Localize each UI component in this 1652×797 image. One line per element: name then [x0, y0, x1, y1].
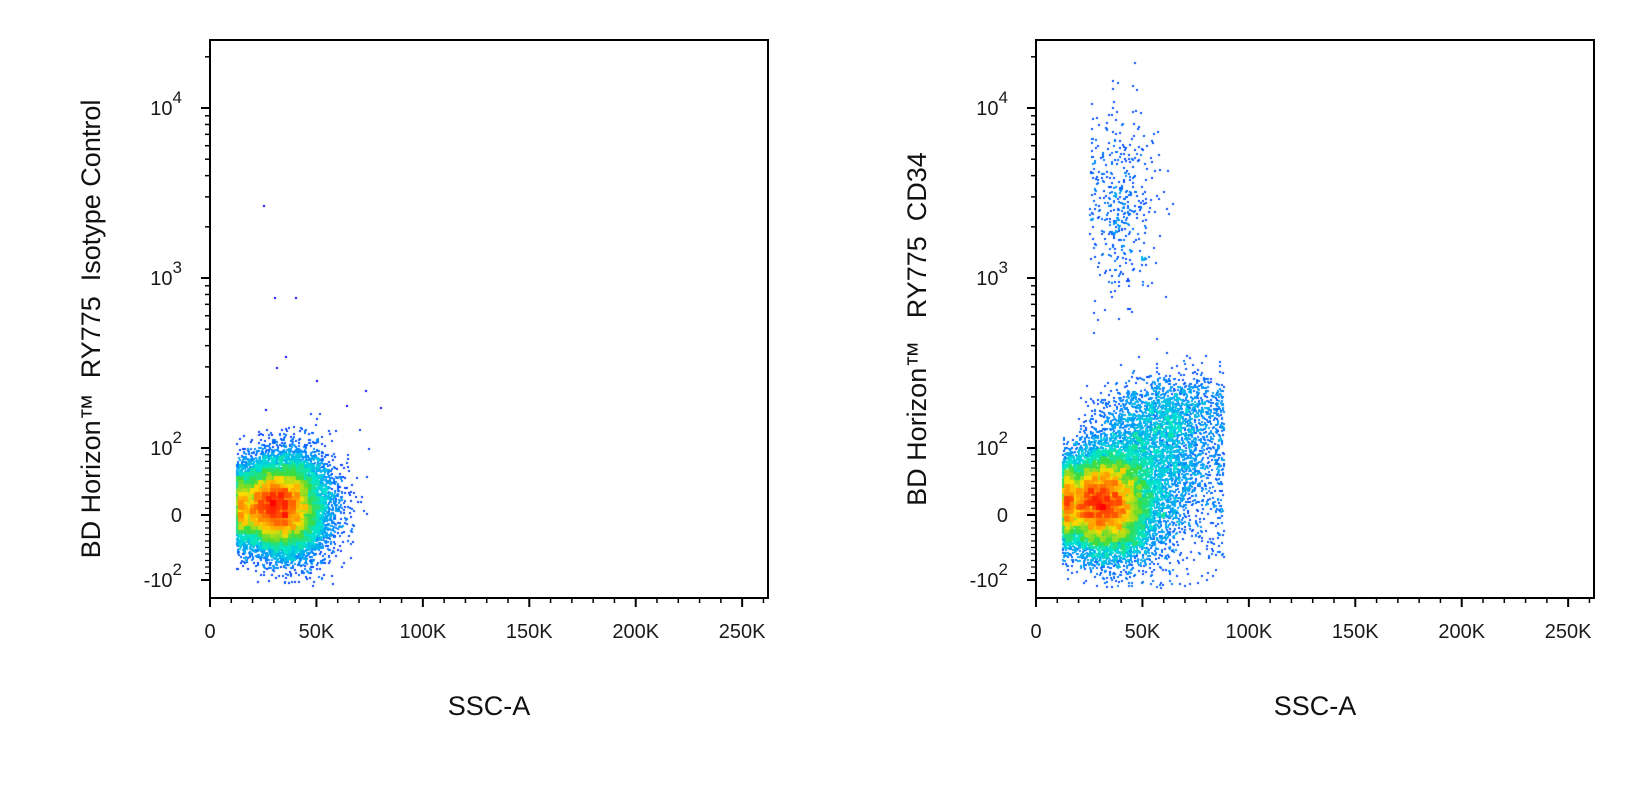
plot-frame	[209, 39, 769, 599]
density-dots	[210, 40, 768, 598]
x-tick-label: 150K	[1332, 621, 1379, 643]
y-tick-label: -102	[970, 560, 1008, 592]
y-tick-label: 0	[997, 505, 1008, 527]
plot-panel-cd34: 0 50K 100K 150K 200K 250K -102 0 102 103 104 SSC-A B…	[826, 0, 1652, 797]
x-tick-label: 100K	[1226, 621, 1273, 643]
x-tick-label: 250K	[1545, 621, 1592, 643]
x-axis-title: SSC-A	[448, 691, 531, 721]
x-tick-label: 0	[1030, 621, 1041, 643]
y-tick-label: 103	[150, 258, 182, 290]
y-tick-label: 102	[150, 428, 182, 460]
plot-panel-isotype-control: 0 50K 100K 150K 200K 250K -102 0 102 103 104 SSC-A B…	[76, 39, 769, 721]
scatter-plot-cd34: 0 50K 100K 150K 200K 250K -102 0 102 103 104 SSC-A B…	[902, 39, 1595, 721]
y-tick-label: 103	[976, 258, 1008, 290]
y-tick-label: 104	[150, 88, 182, 120]
x-tick-label: 50K	[1125, 621, 1161, 643]
x-axis-title: SSC-A	[1274, 691, 1357, 721]
scatter-plot-isotype-control: 0 50K 100K 150K 200K 250K -102 0 102 103 104 SSC-A B…	[76, 39, 769, 721]
plot-frame	[1035, 39, 1595, 599]
x-tick-label: 100K	[400, 621, 447, 643]
y-axis-title: BD Horizon™ RY775 CD34	[902, 152, 932, 506]
y-tick-label: 0	[171, 505, 182, 527]
x-tick-label: 200K	[1438, 621, 1485, 643]
y-tick-label: 102	[976, 428, 1008, 460]
x-tick-label: 200K	[612, 621, 659, 643]
y-axis-title: BD Horizon™ RY775 Isotype Control	[76, 100, 106, 559]
y-tick-label: 104	[976, 88, 1008, 120]
x-tick-label: 250K	[719, 621, 766, 643]
density-dots	[1036, 40, 1594, 598]
y-tick-label: -102	[144, 560, 182, 592]
x-tick-label: 0	[204, 621, 215, 643]
x-tick-label: 50K	[299, 621, 335, 643]
x-tick-label: 150K	[506, 621, 553, 643]
